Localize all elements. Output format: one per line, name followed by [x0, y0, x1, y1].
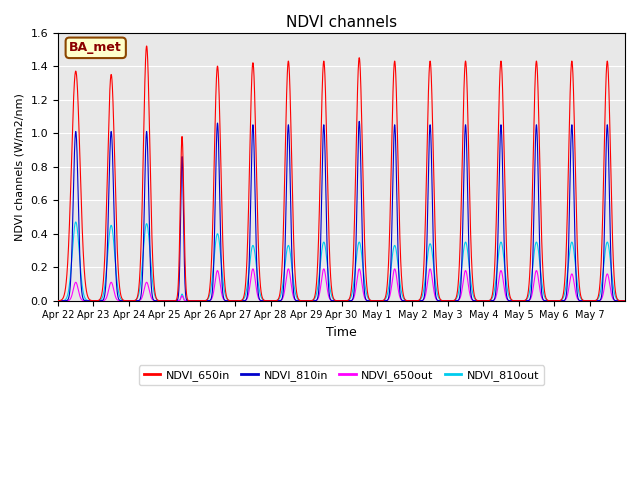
NDVI_810out — [83, 297, 90, 303]
NDVI_650in — [191, 298, 198, 304]
NDVI_810in — [621, 298, 629, 304]
NDVI_810out — [621, 298, 629, 304]
NDVI_650out — [83, 298, 90, 304]
NDVI_810in — [475, 298, 483, 304]
NDVI_650in — [260, 297, 268, 302]
NDVI_650out — [390, 269, 397, 275]
NDVI_810in — [390, 141, 397, 147]
NDVI_650in — [415, 298, 422, 303]
NDVI_810in — [164, 298, 172, 304]
NDVI_650out — [475, 298, 483, 304]
NDVI_650out — [168, 298, 175, 304]
NDVI_650in — [475, 298, 483, 303]
Title: NDVI channels: NDVI channels — [286, 15, 397, 30]
NDVI_650in — [390, 70, 397, 76]
Line: NDVI_810out: NDVI_810out — [58, 222, 625, 301]
NDVI_650out — [54, 298, 62, 304]
Legend: NDVI_650in, NDVI_810in, NDVI_650out, NDVI_810out: NDVI_650in, NDVI_810in, NDVI_650out, NDV… — [139, 365, 544, 385]
NDVI_810out — [260, 297, 268, 303]
NDVI_810in — [54, 298, 62, 304]
NDVI_650in — [505, 286, 513, 291]
NDVI_810in — [355, 119, 363, 124]
NDVI_650out — [505, 298, 513, 303]
Line: NDVI_810in: NDVI_810in — [58, 121, 625, 301]
NDVI_810out — [72, 219, 79, 225]
Line: NDVI_650out: NDVI_650out — [58, 269, 625, 301]
NDVI_650in — [83, 288, 90, 294]
NDVI_650out — [415, 298, 422, 304]
NDVI_810in — [505, 298, 513, 303]
NDVI_650in — [143, 43, 150, 49]
NDVI_810in — [260, 298, 268, 304]
NDVI_810out — [186, 298, 194, 304]
Line: NDVI_650in: NDVI_650in — [58, 46, 625, 301]
NDVI_810in — [415, 298, 422, 304]
NDVI_650in — [54, 298, 62, 303]
NDVI_810out — [415, 298, 422, 303]
NDVI_650out — [621, 298, 629, 304]
Text: BA_met: BA_met — [69, 41, 122, 54]
NDVI_810out — [505, 293, 513, 299]
NDVI_810in — [83, 298, 90, 304]
NDVI_810out — [475, 298, 483, 303]
NDVI_650out — [260, 298, 268, 304]
NDVI_810out — [54, 298, 62, 304]
NDVI_650out — [426, 266, 434, 272]
X-axis label: Time: Time — [326, 326, 357, 339]
NDVI_810out — [390, 245, 397, 251]
NDVI_650in — [621, 298, 629, 304]
Y-axis label: NDVI channels (W/m2/nm): NDVI channels (W/m2/nm) — [15, 93, 25, 240]
